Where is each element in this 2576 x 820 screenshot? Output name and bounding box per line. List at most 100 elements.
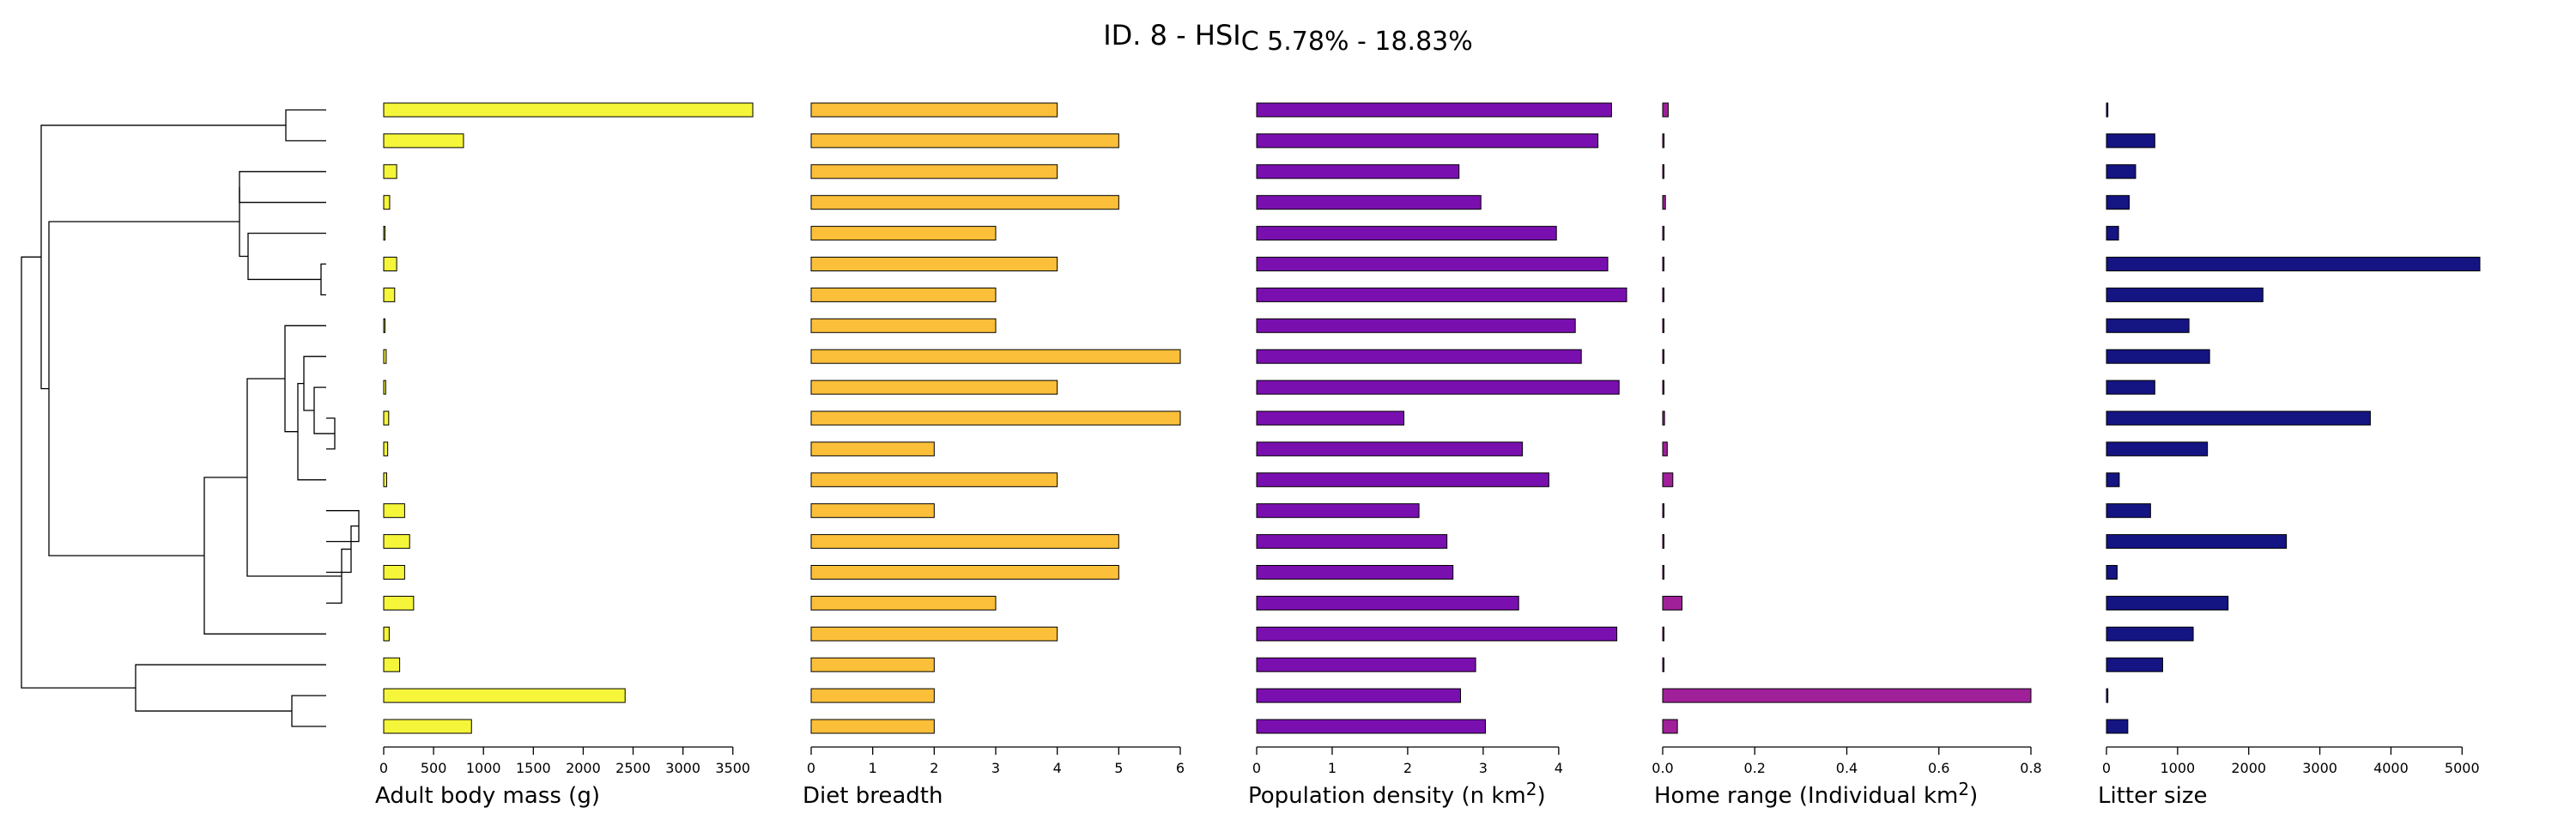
diet-breadth-bar <box>810 719 935 734</box>
diet-breadth-bar <box>810 102 1058 118</box>
tree-branch <box>203 477 326 635</box>
tree-branch <box>239 186 248 258</box>
trait-panels: 0 500 1000 1500 2000 2500 3000 3500 Adult body m… <box>375 102 2481 809</box>
adult-body-mass-bar <box>383 565 405 580</box>
population-density-bar <box>1256 565 1454 580</box>
population-density-bar <box>1256 410 1405 426</box>
home-range-bar <box>1662 380 1664 395</box>
panel-adult-body-mass: 0 500 1000 1500 2000 2500 3000 3500 Adult body m… <box>375 102 754 809</box>
population-density-tick-label: 0 <box>1252 760 1261 776</box>
diet-breadth-tick-label: 3 <box>991 760 1000 776</box>
home-range-bar <box>1662 534 1664 550</box>
adult-body-mass-bar <box>383 534 410 550</box>
litter-size-bar <box>2106 472 2120 488</box>
diet-breadth-bar <box>810 133 1119 149</box>
diet-breadth-tick-label: 5 <box>1114 760 1123 776</box>
panel-home-range: 0.0 0.2 0.4 0.6 0.8 Home range (Individual km… <box>1652 102 2042 809</box>
home-range-bar <box>1662 318 1664 333</box>
adult-body-mass-bar <box>383 133 464 149</box>
population-density-bar <box>1256 441 1524 457</box>
litter-size-bar <box>2106 287 2264 302</box>
litter-size-bar <box>2106 164 2137 179</box>
litter-size-bar <box>2106 410 2371 426</box>
litter-size-bar <box>2106 133 2155 149</box>
home-range-bar <box>1662 688 2032 703</box>
tree-branch <box>297 382 326 481</box>
tree-branch <box>21 256 136 689</box>
population-density-axis-title: Population density (n km2) <box>1248 779 1546 809</box>
diet-breadth-bar <box>810 410 1181 426</box>
litter-size-bar <box>2106 626 2194 641</box>
adult-body-mass-tick-label: 1500 <box>516 760 551 776</box>
adult-body-mass-bar <box>383 318 385 333</box>
population-density-bar <box>1256 164 1460 179</box>
tree-branch <box>247 232 326 281</box>
litter-size-tick-label: 1000 <box>2160 760 2195 776</box>
chart-title: ID. 8 - HSIC 5.78% - 18.83% <box>0 19 2576 57</box>
chart-title-sub: C 5.78% - 18.83% <box>1240 27 1473 57</box>
adult-body-mass-tick-label: 3500 <box>715 760 750 776</box>
adult-body-mass-axis-title: Adult body mass (g) <box>375 783 600 809</box>
chart-title-main: ID. 8 - HSI <box>1103 19 1241 52</box>
diet-breadth-bar <box>810 441 935 457</box>
population-density-bar <box>1256 287 1627 302</box>
population-density-bar <box>1256 657 1476 672</box>
litter-size-bar <box>2106 380 2155 395</box>
adult-body-mass-bar <box>383 626 390 641</box>
home-range-bar <box>1662 410 1665 426</box>
adult-body-mass-bar <box>383 719 472 734</box>
tree-branch <box>291 695 326 727</box>
litter-size-bar <box>2106 595 2229 610</box>
litter-size-bar <box>2106 719 2129 734</box>
population-density-bar <box>1256 349 1582 364</box>
adult-body-mass-bar <box>383 287 396 302</box>
population-density-tick-label: 4 <box>1555 760 1563 776</box>
home-range-bar <box>1662 719 1678 734</box>
diet-breadth-axis-title: Diet breadth <box>803 783 943 809</box>
adult-body-mass-bar <box>383 102 754 118</box>
home-range-bar <box>1662 164 1664 179</box>
tree-branch <box>303 355 326 411</box>
adult-body-mass-bar <box>383 441 389 457</box>
home-range-tick-label: 0.6 <box>1928 760 1949 776</box>
tree-branch <box>239 171 326 203</box>
adult-body-mass-bar <box>383 349 387 364</box>
litter-size-bar <box>2106 688 2109 703</box>
adult-body-mass-bar <box>383 657 401 672</box>
tree-branch <box>284 325 326 433</box>
diet-breadth-tick-label: 0 <box>807 760 815 776</box>
litter-size-bar <box>2106 102 2109 118</box>
litter-size-tick-label: 2000 <box>2231 760 2266 776</box>
population-density-bar <box>1256 133 1599 149</box>
panel-population-density: 0 1 2 3 4 Population density (n km2) <box>1248 102 1627 809</box>
adult-body-mass-bar <box>383 380 386 395</box>
tree-branch <box>40 125 286 390</box>
diet-breadth-bar <box>810 626 1058 641</box>
adult-body-mass-tick-label: 3000 <box>665 760 700 776</box>
home-range-bar <box>1662 595 1683 610</box>
home-range-tick-label: 0.4 <box>1836 760 1858 776</box>
adult-body-mass-bar <box>383 503 405 519</box>
diet-breadth-bar <box>810 657 935 672</box>
litter-size-bar <box>2106 318 2190 333</box>
diet-breadth-bar <box>810 595 997 610</box>
diet-breadth-tick-label: 6 <box>1176 760 1185 776</box>
population-density-bar <box>1256 257 1609 271</box>
litter-size-bar <box>2106 657 2163 672</box>
population-density-bar <box>1256 318 1576 333</box>
population-density-bar <box>1256 688 1461 703</box>
home-range-bar <box>1662 102 1669 118</box>
home-range-bar <box>1662 626 1664 641</box>
adult-body-mass-tick-label: 500 <box>421 760 447 776</box>
adult-body-mass-tick-label: 2500 <box>615 760 651 776</box>
population-density-bar <box>1256 472 1549 488</box>
litter-size-tick-label: 4000 <box>2373 760 2409 776</box>
adult-body-mass-bar <box>383 472 387 488</box>
diet-breadth-tick-label: 1 <box>869 760 877 776</box>
population-density-bar <box>1256 226 1557 241</box>
diet-breadth-tick-label: 2 <box>930 760 938 776</box>
diet-breadth-bar <box>810 195 1119 210</box>
diet-breadth-tick-label: 4 <box>1053 760 1062 776</box>
diet-breadth-bar <box>810 226 997 241</box>
litter-size-bar <box>2106 565 2118 580</box>
